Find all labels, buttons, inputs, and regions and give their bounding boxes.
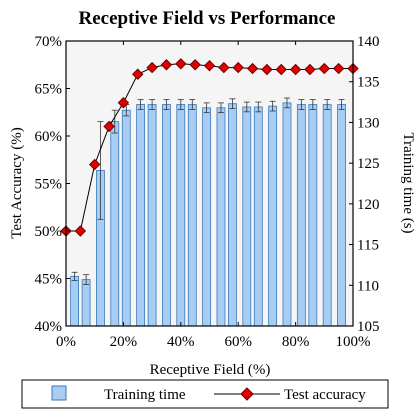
legend-frame bbox=[21, 379, 389, 409]
y-left-tick-label: 70% bbox=[35, 34, 63, 50]
bar bbox=[176, 104, 186, 327]
x-tick-label: 60% bbox=[224, 334, 252, 350]
legend-bar-swatch bbox=[51, 385, 67, 401]
bar bbox=[81, 279, 91, 327]
y-left-tick-label: 60% bbox=[35, 129, 63, 145]
legend-label-test-accuracy: Test accuracy bbox=[284, 387, 366, 403]
y-right-tick-label: 110 bbox=[357, 278, 379, 294]
y-right-tick-label: 120 bbox=[357, 197, 380, 213]
accuracy-point bbox=[132, 68, 144, 80]
y-left-tick-label: 50% bbox=[35, 224, 63, 240]
bar bbox=[296, 104, 306, 327]
y-right-tick-label: 115 bbox=[357, 238, 379, 254]
accuracy-point bbox=[246, 62, 259, 75]
accuracy-point bbox=[232, 61, 244, 74]
bar bbox=[308, 104, 318, 327]
bar bbox=[322, 104, 332, 327]
x-axis: 0% 20% 40% 60% 80% 100% bbox=[56, 41, 371, 350]
bar bbox=[268, 105, 278, 327]
accuracy-point bbox=[189, 59, 201, 71]
x-tick-label: 40% bbox=[167, 334, 195, 350]
accuracy-point bbox=[117, 97, 130, 109]
y-left-tick-label: 65% bbox=[35, 82, 63, 98]
accuracy-point bbox=[218, 61, 230, 74]
bar bbox=[70, 275, 80, 327]
bar bbox=[121, 109, 131, 327]
accuracy-point bbox=[304, 63, 316, 76]
bar-series-training-time bbox=[70, 102, 346, 327]
x-tick-label: 100% bbox=[336, 334, 371, 350]
bar bbox=[228, 103, 237, 327]
bar bbox=[337, 104, 346, 327]
y-left-tick-label: 40% bbox=[35, 319, 63, 335]
y-right-tick-label: 105 bbox=[357, 319, 380, 335]
bar bbox=[136, 104, 146, 327]
accuracy-point bbox=[175, 58, 187, 70]
y-right-tick-label: 125 bbox=[357, 156, 380, 172]
bar bbox=[187, 104, 197, 327]
bar bbox=[162, 104, 171, 327]
y-right-tick-label: 135 bbox=[357, 75, 380, 91]
accuracy-point bbox=[318, 62, 331, 75]
bar bbox=[282, 102, 292, 327]
y-right-tick-label: 130 bbox=[357, 115, 380, 131]
accuracy-point bbox=[74, 225, 87, 237]
accuracy-point bbox=[88, 158, 101, 171]
accuracy-point bbox=[261, 63, 273, 76]
y-axis-right-label: Training time (s) bbox=[400, 132, 415, 233]
bar bbox=[216, 107, 226, 327]
legend: Training time Test accuracy bbox=[21, 379, 389, 409]
accuracy-point bbox=[203, 59, 216, 72]
y-left-tick-label: 45% bbox=[35, 272, 63, 288]
line-series-test-accuracy bbox=[60, 58, 359, 237]
y-axis-left-label: Test Accuracy (%) bbox=[9, 127, 25, 238]
legend-marker-swatch bbox=[240, 387, 254, 401]
bar bbox=[202, 107, 212, 327]
y-axis-left: 40% 45% 50% 55% 60% 65% 70% bbox=[35, 34, 70, 335]
accuracy-point bbox=[275, 63, 287, 76]
error-bars bbox=[71, 97, 345, 285]
y-left-tick-label: 55% bbox=[35, 177, 63, 193]
y-axis-right: 105 110 115 120 125 130 135 140 bbox=[349, 34, 380, 335]
y-right-tick-label: 140 bbox=[357, 34, 380, 50]
bar bbox=[253, 106, 263, 327]
accuracy-point bbox=[103, 120, 115, 133]
accuracy-point bbox=[289, 63, 302, 76]
x-tick-label: 20% bbox=[110, 334, 138, 350]
legend-label-training-time: Training time bbox=[104, 387, 186, 403]
x-tick-label: 80% bbox=[282, 334, 310, 350]
bar bbox=[147, 104, 157, 327]
x-tick-label: 0% bbox=[56, 334, 76, 350]
bar bbox=[110, 121, 120, 327]
x-axis-label: Receptive Field (%) bbox=[150, 362, 271, 378]
bar bbox=[242, 106, 252, 327]
chart-title: Receptive Field vs Performance bbox=[79, 8, 336, 29]
accuracy-point bbox=[146, 61, 158, 74]
accuracy-point bbox=[160, 59, 173, 71]
accuracy-point bbox=[332, 62, 345, 75]
